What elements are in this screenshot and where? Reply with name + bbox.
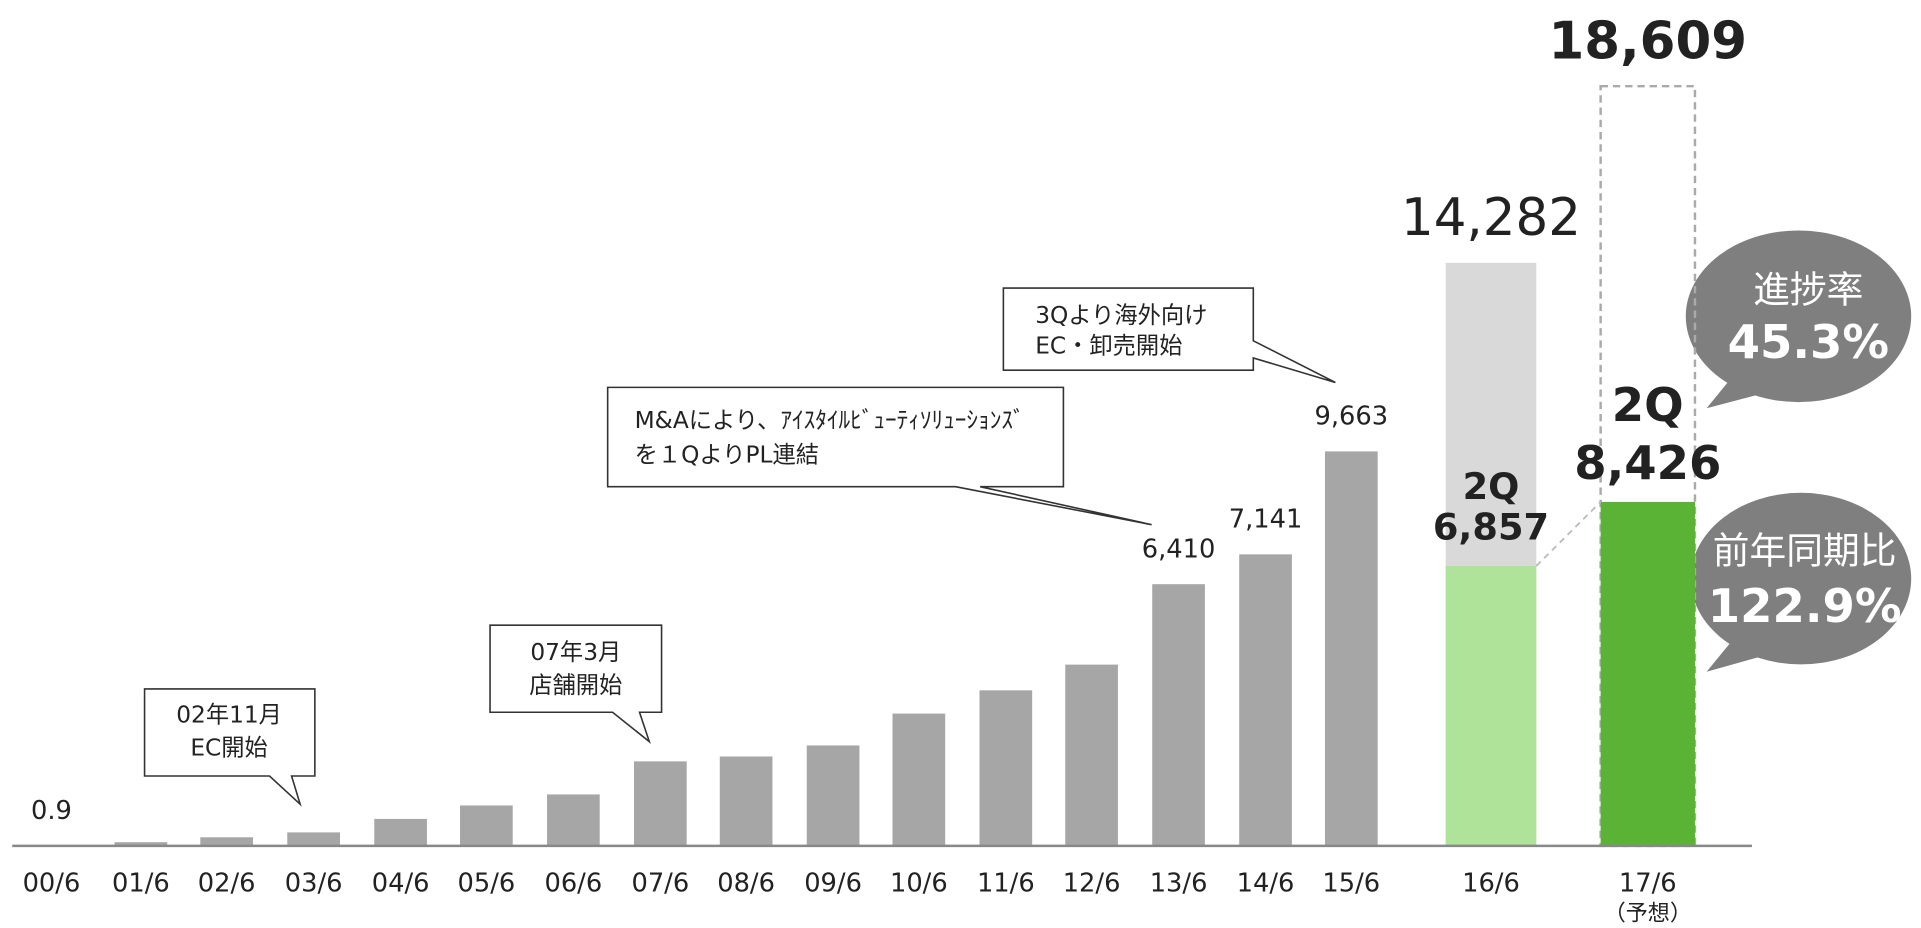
annotation-text: M&Aにより、ｱｲｽﾀｲﾙﾋﾞｭｰﾃｨｿﾘｭｰｼｮﾝｽﾞ <box>635 407 1025 434</box>
annotation-text: 02年11月 <box>176 701 282 728</box>
x-tick-label: 09/6 <box>804 868 862 898</box>
x-tick-label: 06/6 <box>544 868 602 898</box>
annotation-text: 07年3月 <box>530 639 621 666</box>
x-tick-label: 17/6 <box>1619 868 1677 898</box>
x-tick-label: 11/6 <box>977 868 1035 898</box>
value-label: 6,410 <box>1142 534 1216 564</box>
bubble-2: 前年同期比 122.9% <box>1690 492 1912 672</box>
bar <box>1239 554 1292 846</box>
x-tick-label: 03/6 <box>285 868 343 898</box>
x-tick-label: 07/6 <box>631 868 689 898</box>
x-tick-label: 08/6 <box>717 868 775 898</box>
bar <box>374 818 427 846</box>
x-tick-label: 04/6 <box>372 868 430 898</box>
bar <box>1152 584 1205 846</box>
callout-4: 3Qより海外向け EC・卸売開始 <box>1002 287 1336 384</box>
bar <box>892 713 946 846</box>
bar-2q <box>1600 501 1695 846</box>
bubble-value: 122.9% <box>1708 579 1902 633</box>
value-label: 6,857 <box>1433 506 1549 549</box>
annotation-text: 店舗開始 <box>529 672 622 699</box>
value-label: 18,609 <box>1549 12 1748 72</box>
bubble-label: 前年同期比 <box>1713 529 1897 572</box>
bubble-label: 進捗率 <box>1753 268 1863 311</box>
annotation-text: を１QよりPL連結 <box>635 442 819 469</box>
bar <box>547 794 600 846</box>
bar <box>200 837 253 846</box>
series-name: 2Q <box>1612 378 1684 432</box>
bar <box>460 805 513 846</box>
callout-3: M&Aにより、ｱｲｽﾀｲﾙﾋﾞｭｰﾃｨｿﾘｭｰｼｮﾝｽﾞ を１QよりPL連結 <box>606 386 1152 526</box>
bubble-1: 進捗率 45.3% <box>1685 230 1912 409</box>
annotation-text: EC・卸売開始 <box>1035 332 1182 359</box>
connector <box>1535 501 1602 567</box>
series-name: 2Q <box>1463 465 1520 508</box>
bar <box>979 690 1033 846</box>
bubble-value: 45.3% <box>1728 315 1889 369</box>
bar <box>1065 664 1118 846</box>
annotation-text: 3Qより海外向け <box>1035 302 1207 329</box>
bar <box>287 832 340 846</box>
x-tick-label: 02/6 <box>198 868 256 898</box>
callout-2: 07年3月 店舗開始 <box>489 624 663 744</box>
bar-2q <box>1445 565 1537 846</box>
bar <box>634 761 687 846</box>
value-label: 7,141 <box>1229 505 1303 535</box>
value-label: 0.9 <box>31 796 72 826</box>
value-label: 14,282 <box>1401 188 1581 248</box>
x-tick-label: 14/6 <box>1237 868 1295 898</box>
x-tick-label: 13/6 <box>1150 868 1208 898</box>
x-tick-label: 05/6 <box>458 868 516 898</box>
x-tick-label: 10/6 <box>890 868 948 898</box>
x-tick-label: 12/6 <box>1063 868 1121 898</box>
x-tick-label: 16/6 <box>1462 868 1520 898</box>
bar <box>719 756 773 846</box>
annotation-text: EC開始 <box>190 735 267 762</box>
bar <box>1324 451 1378 846</box>
x-tick-label: 15/6 <box>1322 868 1380 898</box>
value-label: 8,426 <box>1574 436 1721 490</box>
x-tick-label: 00/6 <box>23 868 81 898</box>
bar <box>114 842 168 846</box>
bar <box>806 745 860 846</box>
x-tick-label: 01/6 <box>112 868 170 898</box>
x-tick-note: （予想） <box>1604 902 1692 927</box>
callout-1: 02年11月 EC開始 <box>143 688 316 807</box>
value-label: 9,663 <box>1315 402 1389 432</box>
